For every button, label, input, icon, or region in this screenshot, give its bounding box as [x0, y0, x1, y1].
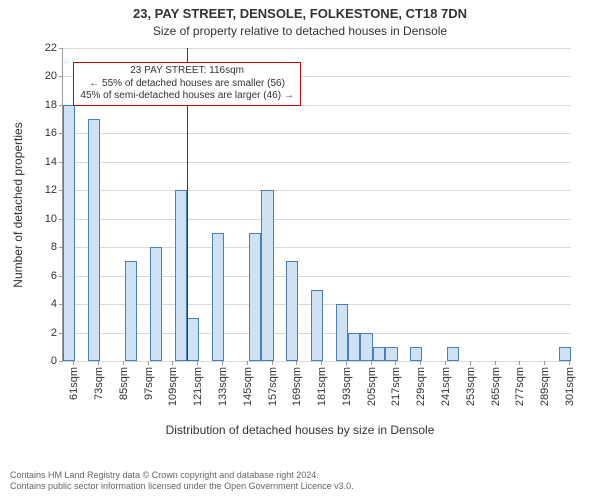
histogram-bar [385, 347, 397, 361]
histogram-bar [88, 119, 100, 361]
y-tick-label: 2 [51, 327, 63, 339]
histogram-bar [125, 261, 137, 361]
plot-area: 024681012141618202261sqm73sqm85sqm97sqm1… [62, 48, 571, 362]
histogram-bar [360, 333, 372, 361]
histogram-bar [175, 190, 187, 361]
y-tick-label: 4 [51, 298, 63, 310]
annotation-box: 23 PAY STREET: 116sqm← 55% of detached h… [73, 62, 300, 106]
histogram-bar [373, 347, 385, 361]
histogram-bar [261, 190, 273, 361]
gridline [63, 190, 571, 191]
y-tick-label: 18 [45, 99, 63, 111]
x-tick-label: 121sqm [190, 367, 204, 406]
histogram-bar [249, 233, 261, 361]
chart-title-line1: 23, PAY STREET, DENSOLE, FOLKESTONE, CT1… [0, 6, 600, 21]
x-tick-label: 109sqm [165, 367, 179, 406]
footer-attribution: Contains HM Land Registry data © Crown c… [10, 470, 590, 492]
x-tick-label: 217sqm [388, 367, 402, 406]
x-tick-label: 289sqm [537, 367, 551, 406]
footer-line2: Contains public sector information licen… [10, 481, 590, 492]
annotation-label: 23 PAY STREET: 116sqm [80, 65, 293, 78]
histogram-bar [286, 261, 298, 361]
gridline [63, 48, 571, 49]
x-tick-label: 73sqm [91, 367, 105, 400]
x-tick-label: 277sqm [512, 367, 526, 406]
x-tick-label: 145sqm [240, 367, 254, 406]
histogram-bar [336, 304, 348, 361]
footer-line1: Contains HM Land Registry data © Crown c… [10, 470, 590, 481]
y-tick-label: 12 [45, 184, 63, 196]
y-tick-label: 14 [45, 156, 63, 168]
histogram-bar [212, 233, 224, 361]
x-tick-label: 181sqm [314, 367, 328, 406]
x-tick-label: 253sqm [463, 367, 477, 406]
histogram-bar [150, 247, 162, 361]
gridline [63, 219, 571, 220]
y-tick-label: 10 [45, 213, 63, 225]
y-axis-label: Number of detached properties [11, 122, 25, 287]
y-tick-label: 22 [45, 42, 63, 54]
gridline [63, 276, 571, 277]
x-tick-label: 193sqm [339, 367, 353, 406]
y-tick-label: 6 [51, 270, 63, 282]
x-tick-label: 241sqm [438, 367, 452, 406]
x-tick-label: 229sqm [413, 367, 427, 406]
y-tick-label: 8 [51, 241, 63, 253]
y-tick-label: 0 [51, 355, 63, 367]
annotation-line3: 45% of semi-detached houses are larger (… [80, 90, 293, 103]
histogram-bar [187, 318, 199, 361]
x-tick-label: 301sqm [562, 367, 576, 406]
x-tick-label: 157sqm [265, 367, 279, 406]
annotation-line2: ← 55% of detached houses are smaller (56… [80, 78, 293, 91]
x-tick-label: 133sqm [215, 367, 229, 406]
x-tick-label: 169sqm [289, 367, 303, 406]
gridline [63, 162, 571, 163]
y-tick-label: 16 [45, 127, 63, 139]
histogram-bar [348, 333, 360, 361]
histogram-bar [410, 347, 422, 361]
x-tick-label: 97sqm [141, 367, 155, 400]
histogram-bar [63, 105, 75, 361]
histogram-bar [559, 347, 571, 361]
gridline [63, 133, 571, 134]
y-tick-label: 20 [45, 70, 63, 82]
chart-title-line2: Size of property relative to detached ho… [0, 24, 600, 38]
gridline [63, 247, 571, 248]
x-tick-label: 205sqm [364, 367, 378, 406]
x-axis-label: Distribution of detached houses by size … [0, 423, 600, 437]
x-tick-label: 265sqm [488, 367, 502, 406]
x-tick-label: 61sqm [66, 367, 80, 400]
histogram-bar [311, 290, 323, 361]
histogram-bar [447, 347, 459, 361]
x-tick-label: 85sqm [116, 367, 130, 400]
